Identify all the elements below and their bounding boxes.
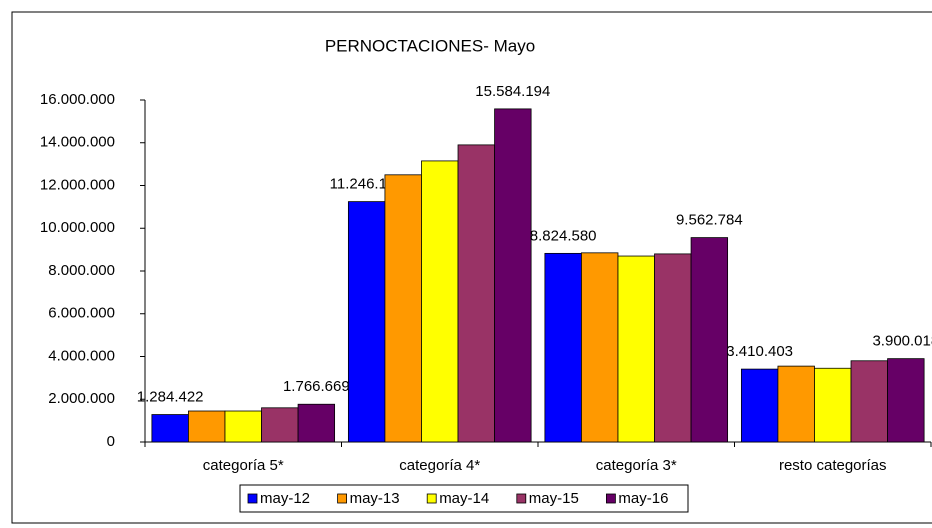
y-tick-label: 14.000.000	[40, 134, 115, 151]
data-label: 15.584.194	[475, 83, 550, 100]
x-tick-label: resto categorías	[779, 457, 887, 474]
bar	[457, 144, 495, 443]
bar	[740, 368, 779, 443]
chart-title: PERNOCTACIONES- Mayo	[325, 36, 535, 55]
legend-label: may-16	[618, 490, 668, 507]
bar	[777, 365, 815, 443]
bar	[581, 252, 619, 443]
data-label: 8.824.580	[530, 227, 597, 244]
bar	[544, 252, 582, 443]
bar	[297, 403, 336, 443]
y-tick-label: 12.000.000	[40, 176, 115, 193]
data-label: 1.284.422	[137, 389, 204, 406]
legend-label: may-13	[350, 490, 400, 507]
data-label: 3.900.018	[872, 333, 932, 350]
x-tick-label: categoría 3*	[596, 457, 677, 474]
legend-swatch	[606, 493, 616, 504]
bar	[224, 410, 262, 443]
bar	[690, 237, 729, 443]
bar	[261, 407, 299, 443]
legend-label: may-15	[529, 490, 579, 507]
bar	[421, 160, 459, 443]
y-tick-label: 6.000.000	[48, 305, 115, 322]
bar	[188, 410, 226, 443]
legend-swatch	[426, 493, 437, 504]
bar	[654, 253, 692, 443]
y-tick-label: 10.000.000	[40, 219, 115, 236]
bar	[494, 108, 532, 443]
y-tick-label: 16.000.000	[40, 91, 115, 108]
bar	[384, 174, 422, 443]
y-tick-label: 0	[107, 433, 115, 450]
y-tick-label: 8.000.000	[48, 262, 115, 279]
legend-swatch	[247, 493, 258, 504]
chart-frame	[11, 11, 932, 524]
x-tick-label: categoría 4*	[399, 457, 480, 474]
bar	[151, 414, 189, 443]
bar	[617, 255, 655, 443]
x-tick-label: categoría 5*	[203, 457, 284, 474]
y-tick-label: 2.000.000	[48, 390, 115, 407]
legend-label: may-14	[439, 490, 489, 507]
legend-label: may-12	[260, 490, 310, 507]
bar	[850, 360, 888, 443]
bar	[887, 358, 925, 443]
data-label: 9.562.784	[676, 212, 743, 229]
y-tick-label: 4.000.000	[48, 347, 115, 364]
legend-swatch	[516, 493, 527, 504]
legend-swatch	[337, 493, 348, 504]
bar	[347, 201, 386, 443]
data-label: 1.766.669	[283, 378, 350, 395]
bar	[814, 367, 852, 443]
data-label: 3.410.403	[726, 343, 793, 360]
